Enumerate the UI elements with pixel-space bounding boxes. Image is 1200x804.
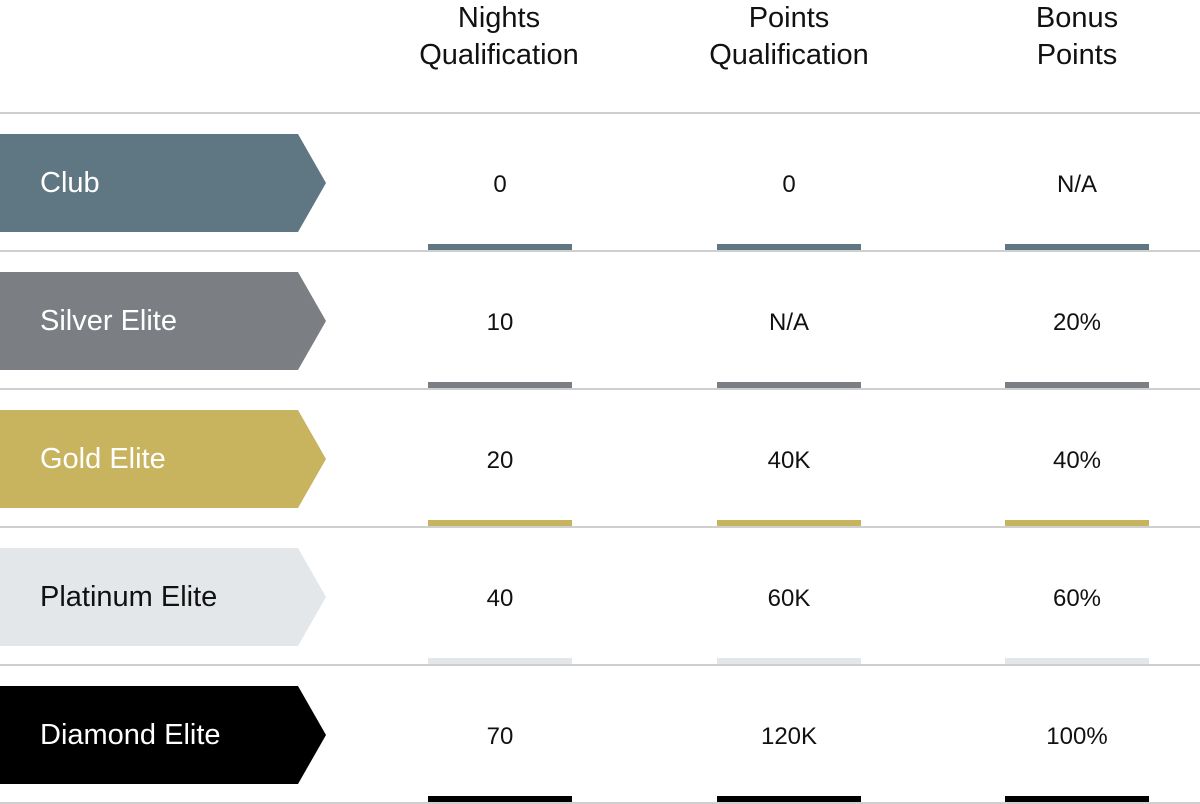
cell-bonus: 40% (1052, 447, 1102, 474)
tier-color-bar (717, 520, 861, 528)
tier-color-bar (717, 796, 861, 804)
row-divider (0, 112, 1200, 114)
tier-label-arrow: Gold Elite (0, 410, 326, 508)
tier-label-arrow: Diamond Elite (0, 686, 326, 784)
row-divider (0, 526, 1200, 528)
cell-points: N/A (768, 309, 809, 336)
table-row: Silver Elite 10 N/A 20% (0, 252, 1200, 390)
column-header-nights: Nights Qualification (419, 2, 579, 71)
tier-color-bar (428, 796, 572, 804)
tier-name: Silver Elite (40, 305, 177, 337)
cell-nights: 40 (486, 585, 514, 612)
tier-name: Diamond Elite (40, 719, 221, 751)
tier-color-bar (717, 658, 861, 666)
table-row: Club 0 0 N/A (0, 114, 1200, 252)
row-divider (0, 388, 1200, 390)
tier-color-bar (1005, 520, 1149, 528)
tier-label-arrow: Platinum Elite (0, 548, 326, 646)
tier-label-arrow: Silver Elite (0, 272, 326, 370)
cell-nights: 20 (486, 447, 514, 474)
cell-points: 40K (767, 447, 811, 474)
tier-label-arrow: Club (0, 134, 326, 232)
tier-color-bar (428, 244, 572, 252)
table-row: Diamond Elite 70 120K 100% (0, 666, 1200, 804)
table-row: Gold Elite 20 40K 40% (0, 390, 1200, 528)
tier-name: Platinum Elite (40, 581, 218, 613)
column-header-bonus: Bonus Points (1035, 2, 1119, 71)
tier-color-bar (1005, 244, 1149, 252)
cell-bonus: 20% (1052, 309, 1102, 336)
tier-color-bar (1005, 658, 1149, 666)
row-divider (0, 802, 1200, 804)
row-divider (0, 664, 1200, 666)
cell-bonus: N/A (1056, 171, 1097, 198)
tier-color-bar (428, 382, 572, 390)
tier-color-bar (428, 658, 572, 666)
tier-color-bar (1005, 796, 1149, 804)
tier-color-bar (428, 520, 572, 528)
tier-color-bar (717, 382, 861, 390)
cell-bonus: 60% (1052, 585, 1102, 612)
cell-nights: 0 (493, 171, 507, 198)
table-row: Platinum Elite 40 60K 60% (0, 528, 1200, 666)
tier-color-bar (717, 244, 861, 252)
cell-nights: 70 (486, 723, 514, 750)
tier-name: Club (40, 167, 100, 199)
tier-name: Gold Elite (40, 443, 166, 475)
tier-color-bar (1005, 382, 1149, 390)
cell-points: 60K (767, 585, 811, 612)
row-divider (0, 250, 1200, 252)
column-header-points: Points Qualification (709, 2, 869, 71)
cell-bonus: 100% (1046, 723, 1108, 750)
cell-nights: 10 (486, 309, 514, 336)
cell-points: 0 (782, 171, 796, 198)
cell-points: 120K (760, 723, 818, 750)
